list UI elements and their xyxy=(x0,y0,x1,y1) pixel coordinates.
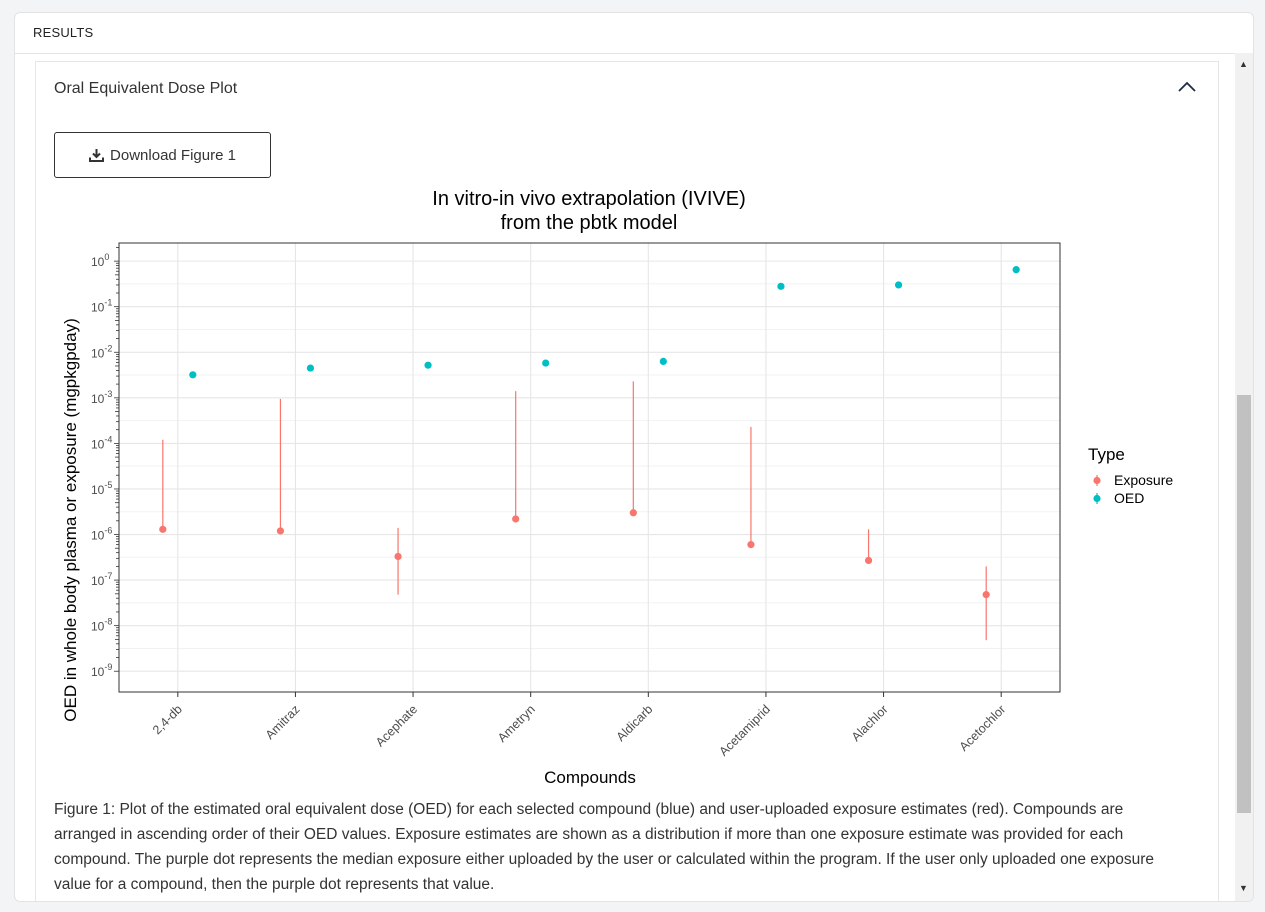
download-figure-button[interactable]: Download Figure 1 xyxy=(54,132,271,178)
legend-label-exposure: Exposure xyxy=(1114,472,1173,488)
exposure-point xyxy=(394,552,402,561)
x-tick-label: Ametryn xyxy=(495,702,538,745)
scroll-down-arrow[interactable]: ▼ xyxy=(1239,883,1248,893)
x-tick-label: Aldicarb xyxy=(614,702,656,744)
y-tick-label: 10-3 xyxy=(91,389,112,406)
legend-label-oed: OED xyxy=(1114,490,1144,506)
legend-title: Type xyxy=(1088,445,1125,464)
scrollbar-thumb[interactable] xyxy=(1237,395,1251,813)
oed-point xyxy=(659,357,667,366)
oed-point xyxy=(424,361,432,369)
y-tick-label: 10-1 xyxy=(91,298,112,315)
exposure-point xyxy=(747,541,755,549)
results-header: RESULTS xyxy=(15,13,1253,54)
exposure-point xyxy=(982,591,990,599)
x-tick-label: Acetamiprid xyxy=(716,702,773,759)
scrollbar[interactable]: ▲ ▼ xyxy=(1235,53,1253,901)
y-tick-label: 10-9 xyxy=(91,662,112,679)
results-card: RESULTS Oral Equivalent Dose Plot Downlo… xyxy=(14,12,1254,902)
oed-point xyxy=(894,281,903,289)
chart-title-line-2: from the pbtk model xyxy=(501,212,678,234)
x-tick-label: Acephate xyxy=(373,702,420,749)
chevron-up-icon[interactable] xyxy=(1176,78,1198,96)
exposure-point xyxy=(864,556,873,565)
download-icon xyxy=(89,149,105,162)
legend-item-exposure: Exposure xyxy=(1093,472,1173,488)
x-tick-label: 2,4-db xyxy=(150,702,185,737)
y-tick-label: 10-6 xyxy=(91,526,112,543)
y-tick-label: 10-4 xyxy=(91,434,112,451)
exposure-point xyxy=(629,509,637,517)
ivive-chart: In vitro-in vivo extrapolation (IVIVE) f… xyxy=(61,188,1173,787)
download-label: Download Figure 1 xyxy=(110,146,236,164)
oed-point xyxy=(306,364,315,372)
legend-item-oed: OED xyxy=(1093,490,1144,506)
exposure-point xyxy=(276,527,285,535)
x-tick-label: Alachlor xyxy=(849,702,891,744)
results-title: RESULTS xyxy=(33,25,94,40)
panel-title: Oral Equivalent Dose Plot xyxy=(54,80,238,97)
exposure-point xyxy=(512,515,520,523)
plot-border xyxy=(118,242,1061,693)
x-tick-label: Acetochlor xyxy=(957,702,1009,754)
exposure-point xyxy=(159,525,167,533)
y-tick-label: 100 xyxy=(91,252,109,269)
oed-plot-panel: Oral Equivalent Dose Plot Download Figur… xyxy=(35,61,1219,901)
figure-caption: Figure 1: Plot of the estimated oral equ… xyxy=(54,801,1155,893)
oed-point xyxy=(189,371,197,379)
oed-point xyxy=(1012,266,1020,274)
oed-point xyxy=(777,282,785,290)
y-tick-label: 10-8 xyxy=(91,617,112,634)
plot-area: 100 10-1 10-2 10-3 10-4 10-5 10-6 10-7 10-8 10-9 2… xyxy=(91,242,1061,759)
y-tick-label: 10-2 xyxy=(91,343,112,360)
y-axis-label: OED in whole body plasma or exposure (mg… xyxy=(61,318,80,721)
y-tick-label: 10-5 xyxy=(91,480,112,497)
oed-point xyxy=(542,359,550,367)
scroll-up-arrow[interactable]: ▲ xyxy=(1239,59,1248,69)
x-tick-label: Amitraz xyxy=(263,702,303,742)
y-tick-label: 10-7 xyxy=(91,571,112,588)
x-axis-label: Compounds xyxy=(544,768,636,787)
chart-title-line-1: In vitro-in vivo extrapolation (IVIVE) xyxy=(432,188,745,210)
